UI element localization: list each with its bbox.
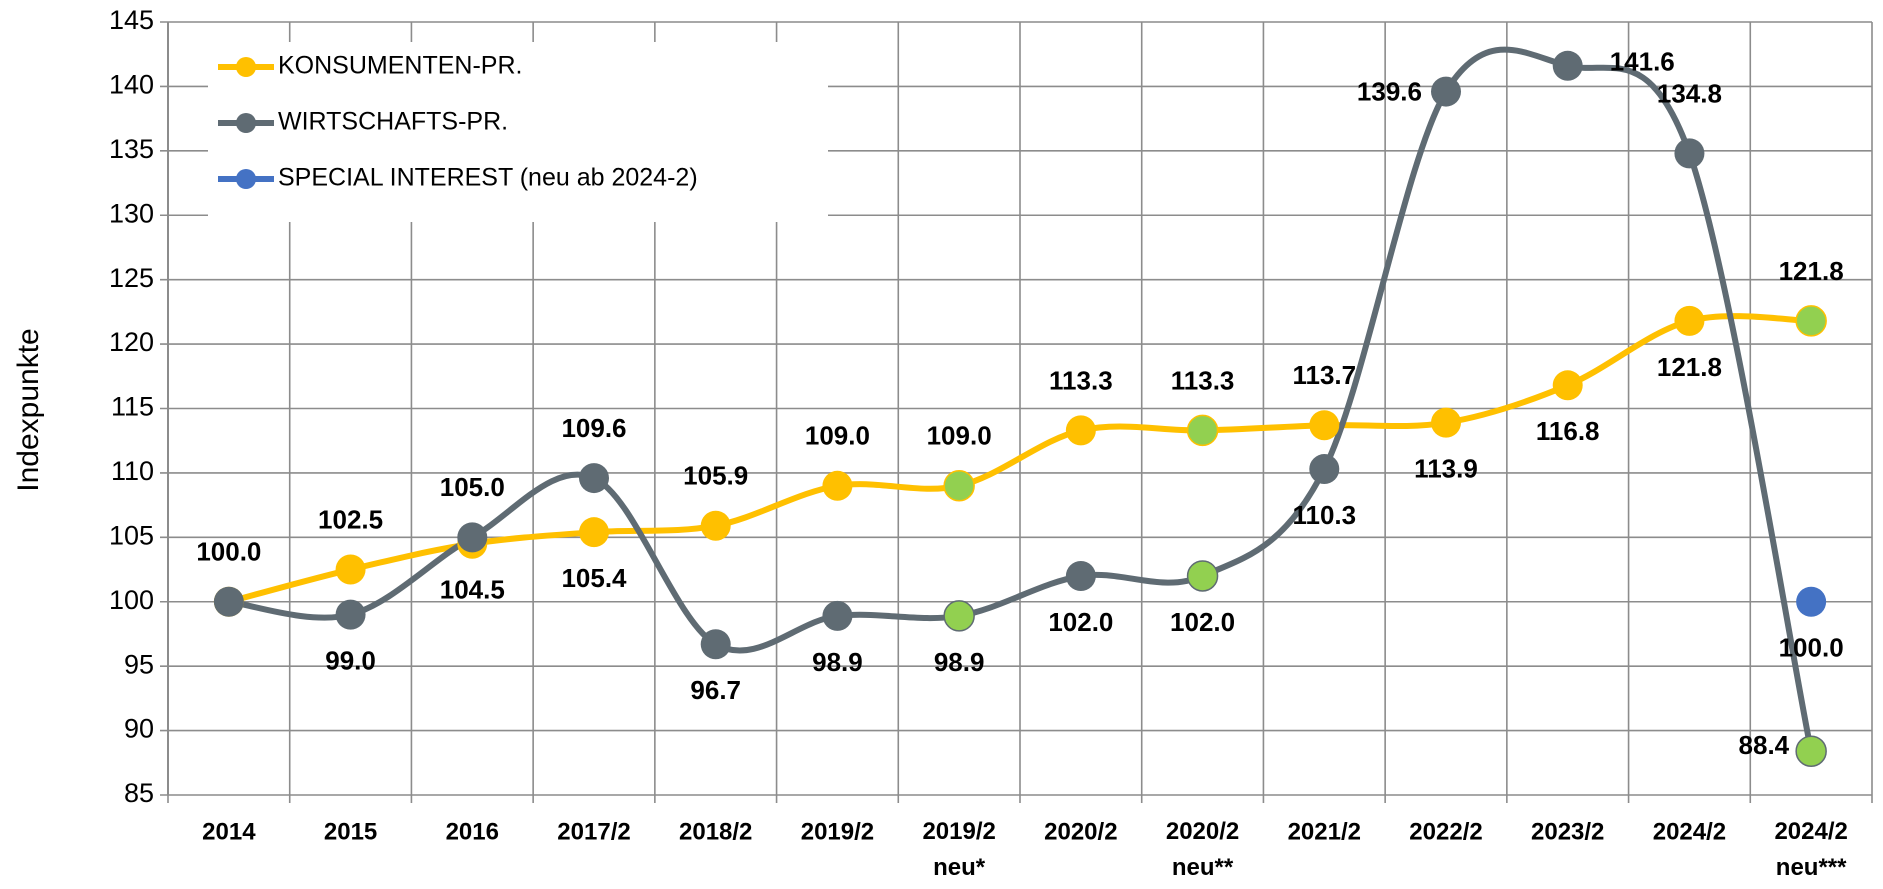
data-point xyxy=(1795,735,1827,767)
data-label: 113.7 xyxy=(1292,360,1356,390)
data-label: 109.0 xyxy=(805,421,870,451)
data-label: 121.8 xyxy=(1657,352,1722,382)
y-tick-label: 120 xyxy=(109,327,154,357)
x-tick-label: 2024/2 neu*** xyxy=(1774,818,1847,881)
data-label: 113.9 xyxy=(1414,454,1478,484)
y-tick-label: 130 xyxy=(109,198,154,228)
data-point xyxy=(457,522,488,553)
data-label: 134.8 xyxy=(1657,78,1722,108)
data-label: 98.9 xyxy=(934,647,985,677)
data-point xyxy=(700,629,731,660)
y-tick-label: 95 xyxy=(124,649,154,679)
data-label: 105.9 xyxy=(683,461,748,491)
data-point xyxy=(1309,454,1340,485)
data-label: 102.0 xyxy=(1048,607,1113,637)
x-tick-label: 2021/2 xyxy=(1288,818,1361,845)
y-tick-label: 105 xyxy=(109,520,154,550)
data-label: 100.0 xyxy=(1779,633,1844,663)
data-label: 98.9 xyxy=(812,647,863,677)
data-label: 109.6 xyxy=(561,413,626,443)
x-tick-label: 2024/2 xyxy=(1653,818,1726,845)
y-tick-label: 140 xyxy=(109,70,154,100)
y-tick-label: 90 xyxy=(124,714,154,744)
data-point xyxy=(1065,560,1096,591)
data-point xyxy=(1674,305,1705,336)
data-point xyxy=(1186,560,1219,592)
legend-label: KONSUMENTEN-PR. xyxy=(278,52,522,80)
legend-marker xyxy=(236,113,256,133)
data-label: 88.4 xyxy=(1739,730,1790,760)
data-point xyxy=(1065,415,1096,446)
data-point xyxy=(579,517,609,548)
data-label: 139.6 xyxy=(1357,76,1422,106)
y-tick-label: 100 xyxy=(109,585,154,615)
x-tick-label: 2014 xyxy=(202,818,256,845)
data-point xyxy=(943,470,975,502)
data-point xyxy=(213,586,244,617)
x-tick-label: 2023/2 xyxy=(1531,818,1604,845)
legend-label: WIRTSCHAFTS-PR. xyxy=(278,108,508,136)
data-label: 113.3 xyxy=(1171,365,1235,395)
data-label: 116.8 xyxy=(1536,416,1600,446)
data-label: 102.0 xyxy=(1170,607,1235,637)
x-tick-label: 2020/2 neu** xyxy=(1166,818,1239,881)
data-point xyxy=(335,599,366,630)
x-tick-label: 2019/2 xyxy=(801,818,874,845)
data-point xyxy=(335,554,366,585)
y-tick-label: 85 xyxy=(124,778,154,808)
x-tick-label: 2015 xyxy=(324,818,377,845)
data-label: 121.8 xyxy=(1779,256,1844,286)
x-tick-label: 2017/2 xyxy=(557,818,630,845)
data-point xyxy=(1552,370,1583,401)
y-axis-label: Indexpunkte xyxy=(12,328,45,491)
data-label: 105.0 xyxy=(440,472,505,502)
data-label: 102.5 xyxy=(318,504,383,534)
y-tick-label: 135 xyxy=(109,134,154,164)
data-label: 105.4 xyxy=(561,563,627,593)
data-point xyxy=(943,600,975,632)
x-tick-label: 2020/2 xyxy=(1044,818,1117,845)
y-tick-label: 145 xyxy=(109,5,154,35)
data-point xyxy=(1795,305,1827,337)
data-point xyxy=(700,510,731,541)
legend: KONSUMENTEN-PR. WIRTSCHAFTS-PR. SPECIAL IN… xyxy=(208,42,828,222)
legend-marker xyxy=(236,57,256,77)
data-point xyxy=(822,600,853,631)
legend-marker xyxy=(236,169,256,189)
data-point xyxy=(1552,50,1583,81)
data-label: 96.7 xyxy=(690,675,741,705)
data-point xyxy=(1674,138,1705,169)
x-tick-label: 2019/2 neu* xyxy=(922,818,995,881)
data-point xyxy=(1431,407,1461,438)
y-tick-label: 125 xyxy=(109,263,154,293)
data-point xyxy=(579,463,609,494)
data-point xyxy=(1796,586,1827,617)
y-tick-label: 115 xyxy=(111,392,154,422)
data-point xyxy=(1309,410,1340,441)
series-line xyxy=(228,46,1815,752)
data-label: 113.3 xyxy=(1049,365,1113,395)
x-tick-label: 2018/2 xyxy=(679,818,752,845)
data-label: 109.0 xyxy=(927,421,992,451)
data-point xyxy=(822,470,853,501)
data-label: 104.5 xyxy=(440,575,505,605)
data-label: 99.0 xyxy=(325,646,376,676)
data-label: 141.6 xyxy=(1610,47,1675,77)
legend-label: SPECIAL INTEREST (neu ab 2024-2) xyxy=(278,164,698,192)
y-tick-label: 110 xyxy=(111,456,154,486)
x-tick-label: 2016 xyxy=(446,818,499,845)
legend-box xyxy=(208,42,828,222)
x-tick-label: 2022/2 xyxy=(1409,818,1482,845)
data-point xyxy=(1186,414,1219,447)
data-label: 110.3 xyxy=(1292,500,1356,530)
data-point xyxy=(1431,76,1461,107)
data-label: 100.0 xyxy=(196,537,261,567)
